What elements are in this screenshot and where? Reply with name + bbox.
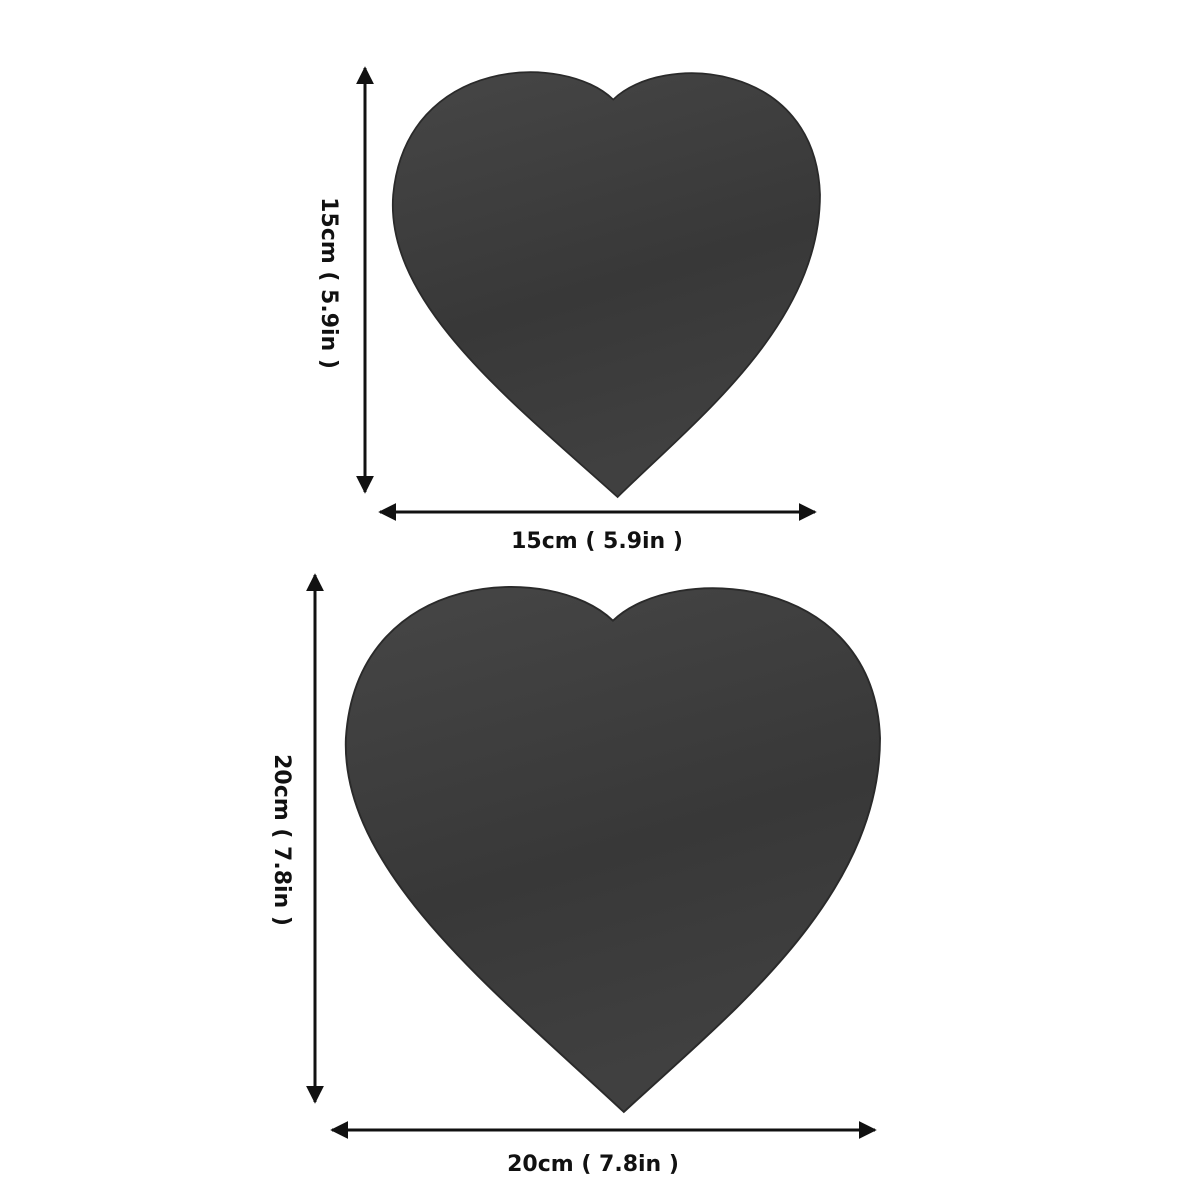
small-height-label: 15cm ( 5.9in ) [316, 197, 341, 369]
small-width-label: 15cm ( 5.9in ) [511, 529, 683, 554]
large-slate-heart [344, 586, 881, 1114]
large-height-label: 20cm ( 7.8in ) [269, 754, 294, 926]
large-width-label: 20cm ( 7.8in ) [507, 1152, 679, 1177]
small-slate-heart [391, 71, 821, 499]
